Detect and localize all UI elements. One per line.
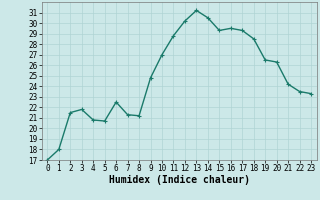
X-axis label: Humidex (Indice chaleur): Humidex (Indice chaleur) (109, 175, 250, 185)
